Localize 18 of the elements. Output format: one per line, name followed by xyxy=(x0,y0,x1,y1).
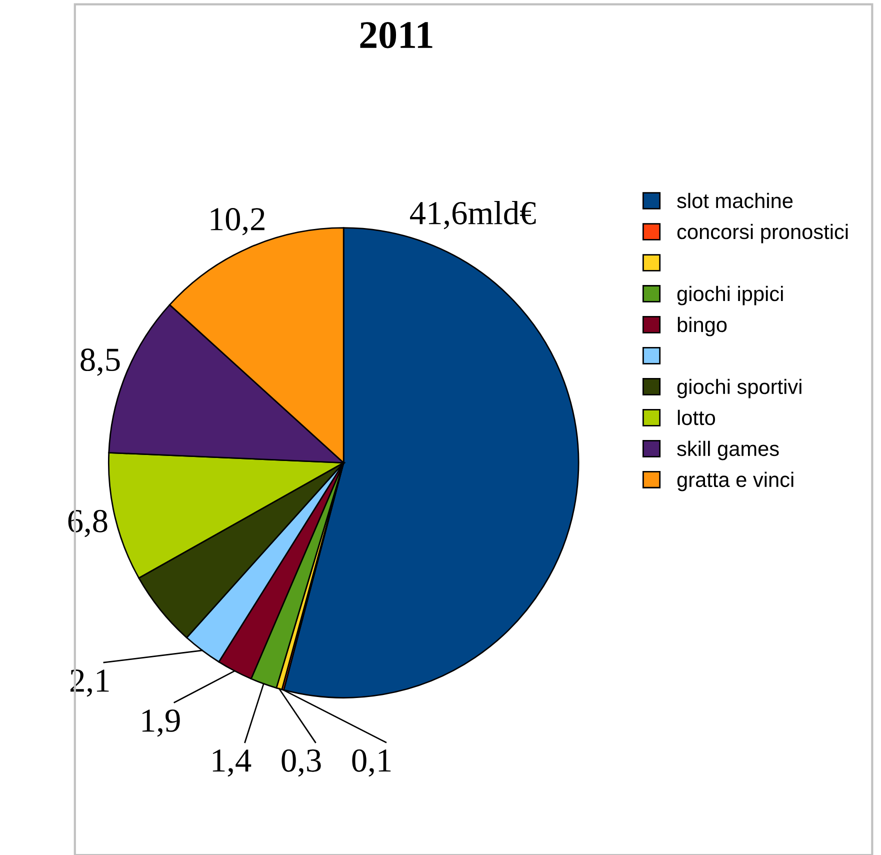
data-label: 6,8 xyxy=(68,510,108,538)
data-label: 0,3 xyxy=(282,749,321,777)
data-label: 8,5 xyxy=(80,348,120,376)
data-label: 1,4 xyxy=(212,750,252,777)
data-label: 10,2 xyxy=(210,208,264,236)
data-label: 1,9 xyxy=(142,709,180,737)
legend-label: concorsi pronostici xyxy=(677,224,848,244)
legend-label: giochi sportivi xyxy=(677,378,802,398)
data-label: 0,1 xyxy=(352,749,391,777)
legend-label: giochi ippici xyxy=(677,286,783,306)
legend-label: bingo xyxy=(678,316,727,336)
legend-label: skill games xyxy=(677,440,779,460)
chart-title: 2011 xyxy=(360,22,432,48)
data-label: 2,1 xyxy=(70,670,109,697)
legend-label: slot machine xyxy=(677,192,793,208)
data-label: 41,6mld€ xyxy=(410,200,536,230)
legend-label: gratta e vinci xyxy=(677,472,794,492)
legend-label: lotto xyxy=(678,410,716,426)
